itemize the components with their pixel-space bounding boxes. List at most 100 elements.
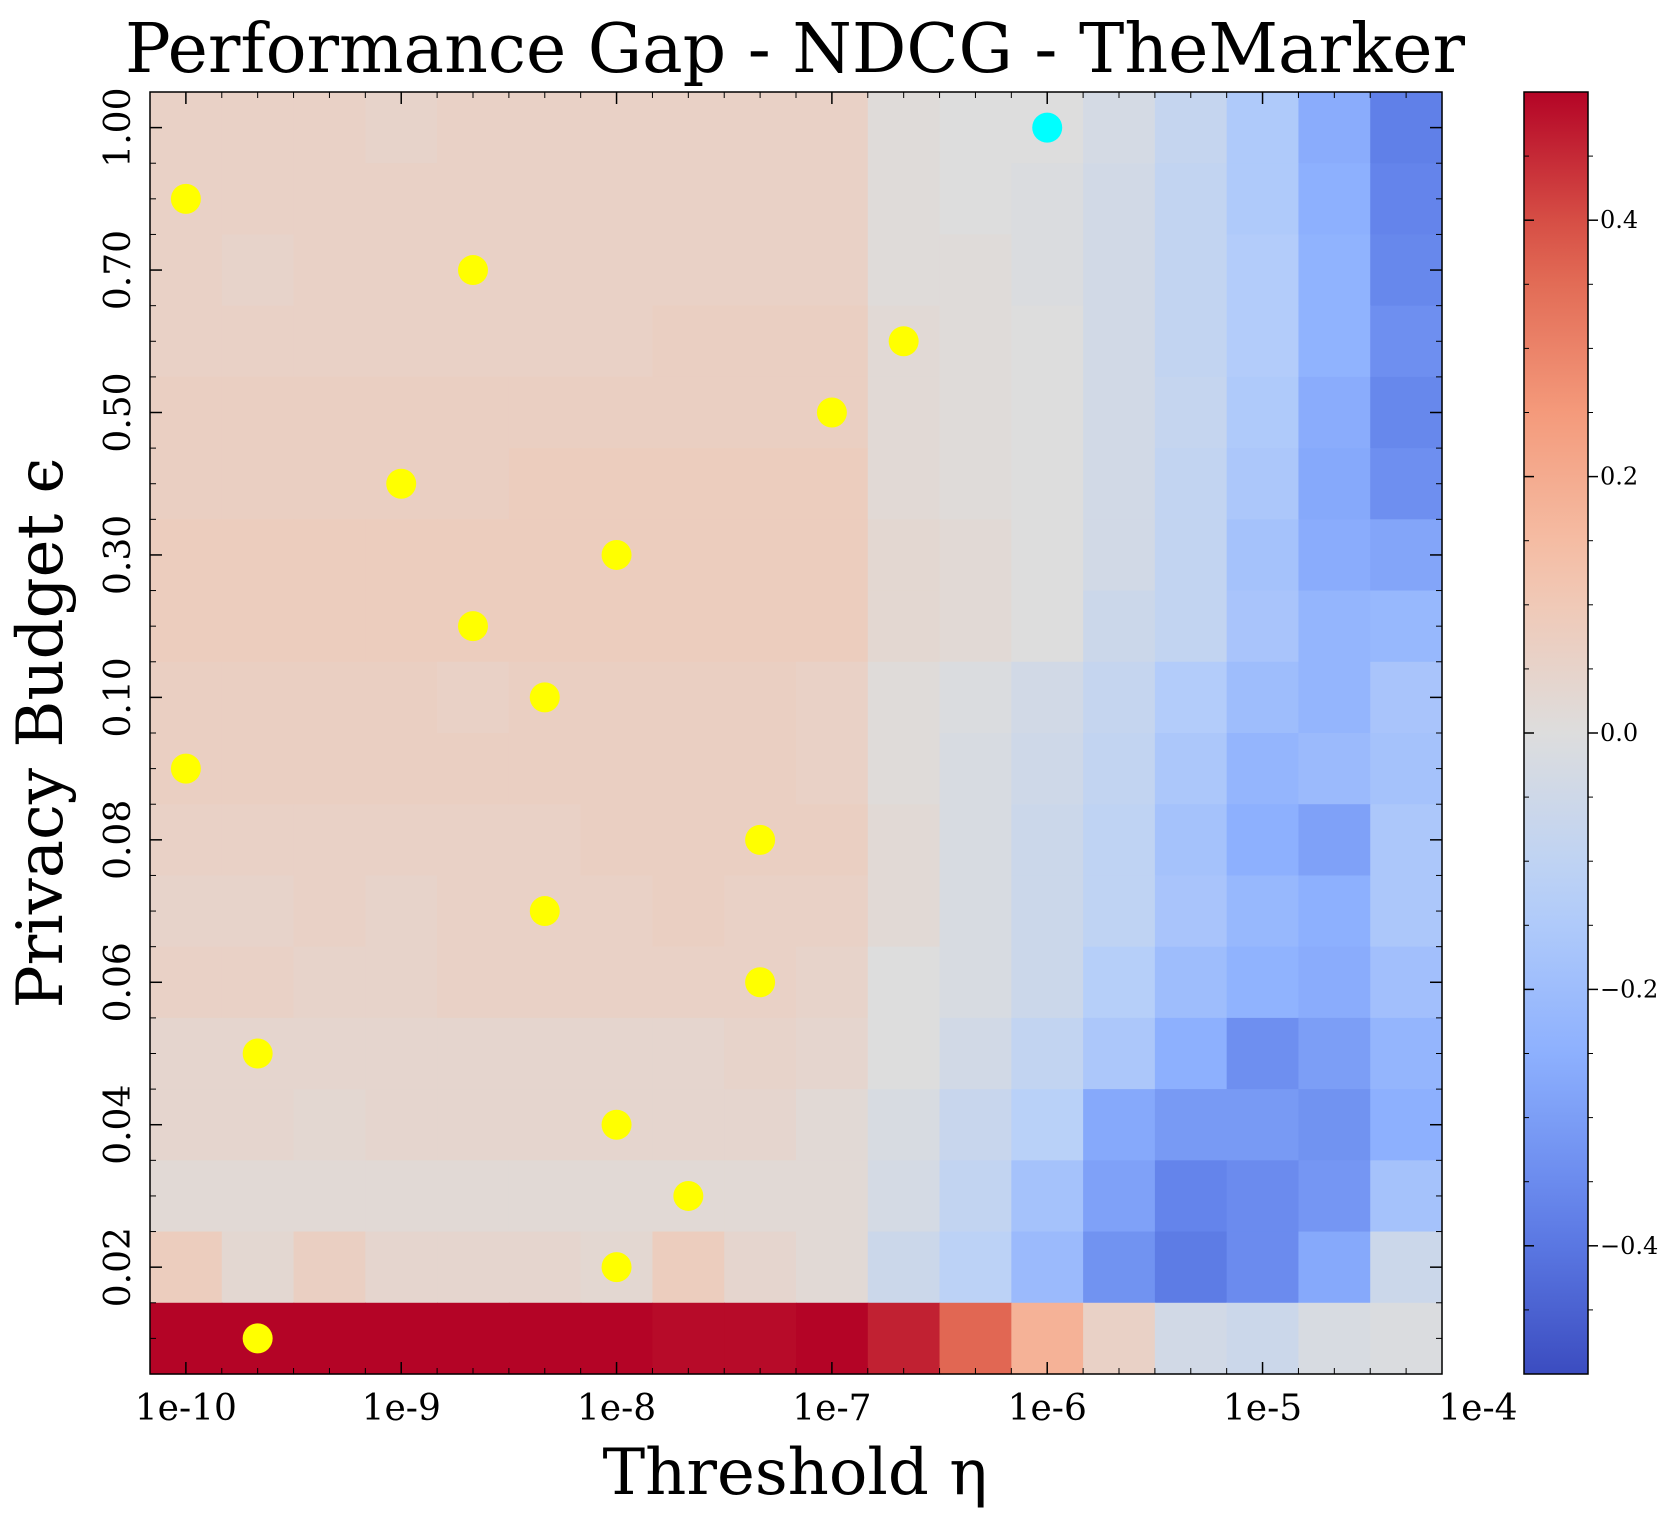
heatmap-cell bbox=[293, 875, 366, 948]
marker-point bbox=[170, 753, 201, 784]
heatmap-cell bbox=[293, 733, 366, 805]
heatmap-cell bbox=[1154, 376, 1228, 449]
heatmap-cell bbox=[796, 590, 869, 663]
heatmap-cell bbox=[508, 376, 582, 449]
heatmap-cell bbox=[1154, 305, 1228, 378]
y-tick-label: 1.00 bbox=[98, 88, 139, 168]
heatmap-cell bbox=[1083, 733, 1156, 805]
marker-point bbox=[242, 1323, 273, 1354]
heatmap-cell bbox=[724, 875, 797, 948]
heatmap-cell bbox=[1226, 590, 1300, 663]
colorbar-tick-label: −0.4 bbox=[1600, 1232, 1658, 1260]
heatmap-cell bbox=[867, 661, 941, 734]
heatmap-cell bbox=[652, 804, 725, 877]
colorbar-tick-label: −0.2 bbox=[1600, 975, 1658, 1003]
heatmap-cell bbox=[796, 305, 869, 378]
x-axis-label: Threshold η bbox=[602, 1436, 987, 1510]
heatmap-cell bbox=[1370, 305, 1443, 378]
heatmap-cell bbox=[1011, 163, 1084, 236]
heatmap-cell bbox=[652, 92, 725, 164]
heatmap-cell bbox=[939, 519, 1012, 592]
heatmap-cell bbox=[867, 448, 941, 520]
heatmap-cell bbox=[1370, 733, 1443, 805]
marker-point bbox=[386, 468, 417, 499]
heatmap-cell bbox=[580, 448, 654, 520]
heatmap-cell bbox=[1154, 1017, 1228, 1090]
heatmap-cell bbox=[939, 1089, 1012, 1161]
heatmap-cell bbox=[293, 1302, 366, 1375]
heatmap-cell bbox=[508, 946, 582, 1019]
heatmap-cell bbox=[867, 1160, 941, 1233]
heatmap-cell bbox=[293, 92, 366, 164]
heatmap-cell bbox=[365, 733, 438, 805]
heatmap-cell bbox=[939, 733, 1012, 805]
heatmap-cell bbox=[1154, 1231, 1228, 1304]
heatmap-cell bbox=[365, 234, 438, 307]
heatmap-cell bbox=[1298, 448, 1371, 520]
heatmap-cell bbox=[939, 1160, 1012, 1233]
heatmap-cell bbox=[221, 875, 295, 948]
heatmap-cell bbox=[150, 305, 223, 378]
heatmap-cell bbox=[1083, 804, 1156, 877]
heatmap-cell bbox=[939, 946, 1012, 1019]
heatmap-cell bbox=[867, 234, 941, 307]
heatmap-cell bbox=[1011, 448, 1084, 520]
heatmap-cell bbox=[867, 1231, 941, 1304]
heatmap-cell bbox=[1154, 733, 1228, 805]
heatmap-cell bbox=[939, 163, 1012, 236]
chart-title: Performance Gap - NDCG - TheMarker bbox=[125, 10, 1466, 89]
heatmap-cell bbox=[508, 804, 582, 877]
marker-point bbox=[529, 682, 560, 713]
heatmap-cell bbox=[437, 733, 510, 805]
heatmap-cell bbox=[939, 1017, 1012, 1090]
marker-point bbox=[888, 326, 919, 357]
heatmap-cell bbox=[1298, 376, 1371, 449]
heatmap-cell bbox=[1298, 804, 1371, 877]
heatmap-cell bbox=[1083, 519, 1156, 592]
heatmap-cell bbox=[508, 733, 582, 805]
heatmap-cell bbox=[1154, 1302, 1228, 1375]
heatmap-cell bbox=[293, 661, 366, 734]
heatmap-cell bbox=[508, 1302, 582, 1375]
heatmap-cell bbox=[221, 1160, 295, 1233]
marker-point bbox=[529, 896, 560, 927]
heatmap-cell bbox=[365, 1160, 438, 1233]
heatmap-cell bbox=[150, 1089, 223, 1161]
heatmap-cell bbox=[1298, 1089, 1371, 1161]
heatmap-cell bbox=[150, 590, 223, 663]
heatmap-cell bbox=[867, 804, 941, 877]
heatmap-cell bbox=[150, 804, 223, 877]
heatmap-cell bbox=[437, 1017, 510, 1090]
heatmap-cell bbox=[365, 305, 438, 378]
heatmap-cell bbox=[437, 804, 510, 877]
heatmap-cell bbox=[1011, 305, 1084, 378]
heatmap-cell bbox=[221, 234, 295, 307]
heatmap-cell bbox=[796, 519, 869, 592]
heatmap-cell bbox=[221, 1089, 295, 1161]
heatmap-cell bbox=[293, 163, 366, 236]
heatmap-cell bbox=[652, 448, 725, 520]
heatmap-cell bbox=[1226, 1017, 1300, 1090]
heatmap-cell bbox=[652, 1302, 725, 1375]
heatmap-cell bbox=[1226, 163, 1300, 236]
heatmap-cell bbox=[1011, 234, 1084, 307]
marker-point bbox=[816, 397, 847, 428]
heatmap-cell bbox=[508, 448, 582, 520]
heatmap-cell bbox=[1298, 733, 1371, 805]
heatmap-cell bbox=[150, 661, 223, 734]
heatmap-cell bbox=[652, 305, 725, 378]
colorbar-tick-label: 0.4 bbox=[1600, 206, 1638, 234]
heatmap-cell bbox=[150, 1160, 223, 1233]
y-axis: 1.00 0.70 0.50 0.30 0.10 0.08 0.06 0.04 0.02 bbox=[98, 88, 1442, 1375]
marker-points bbox=[170, 112, 1063, 1354]
heatmap-cell bbox=[796, 661, 869, 734]
heatmap-cell bbox=[867, 733, 941, 805]
heatmap-cell bbox=[221, 1231, 295, 1304]
heatmap-cell bbox=[437, 519, 510, 592]
heatmap-cell bbox=[724, 733, 797, 805]
heatmap-cell bbox=[1154, 946, 1228, 1019]
heatmap-cell bbox=[939, 804, 1012, 877]
heatmap-cell bbox=[1226, 733, 1300, 805]
heatmap-cell bbox=[867, 376, 941, 449]
heatmap-cell bbox=[652, 661, 725, 734]
